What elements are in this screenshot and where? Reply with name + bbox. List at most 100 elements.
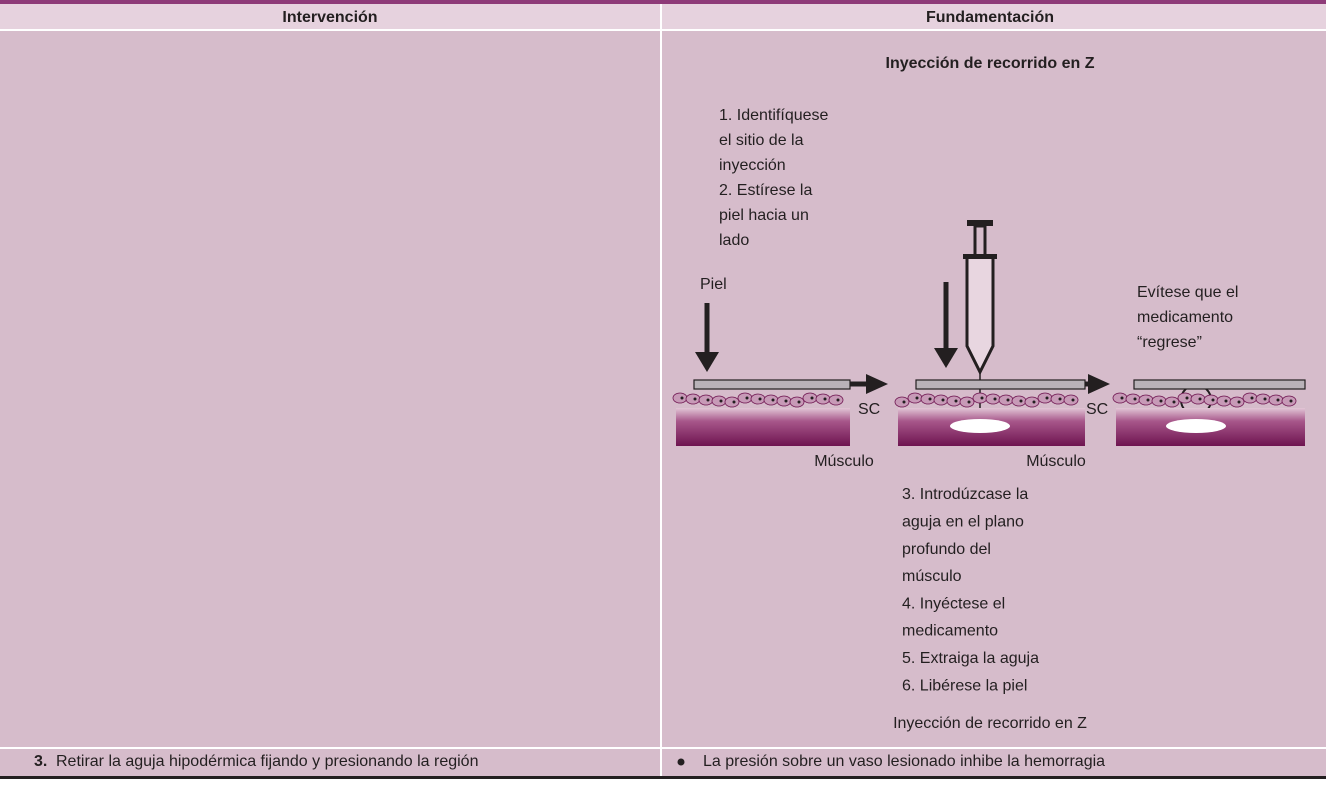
header-cell: Fundamentación bbox=[926, 9, 1054, 26]
nucleus bbox=[1146, 398, 1150, 402]
fat-cell bbox=[920, 393, 936, 405]
header-row bbox=[0, 4, 1326, 30]
nucleus bbox=[693, 397, 697, 401]
nucleus bbox=[1276, 398, 1280, 402]
step-line: 2. Estírese la bbox=[719, 182, 812, 199]
fat-cell bbox=[1281, 395, 1297, 407]
nucleus bbox=[1032, 400, 1036, 404]
caption: Inyección de recorrido en Z bbox=[893, 715, 1087, 732]
fat-cell bbox=[1229, 396, 1245, 408]
fat-cell bbox=[1138, 394, 1154, 406]
nucleus bbox=[706, 398, 710, 402]
step-line: lado bbox=[719, 232, 749, 249]
figure-title: Inyección de recorrido en Z bbox=[886, 55, 1095, 72]
fat-cell bbox=[685, 393, 701, 405]
step-line: medicamento bbox=[902, 623, 998, 640]
nucleus bbox=[1120, 396, 1124, 400]
nucleus bbox=[810, 396, 814, 400]
skin bbox=[693, 379, 851, 390]
fat-cell bbox=[1037, 392, 1053, 404]
fat-cell bbox=[894, 396, 910, 408]
note-line: Evítese que el bbox=[1137, 284, 1238, 301]
label: SC bbox=[1086, 401, 1108, 418]
step-line: 6. Libérese la piel bbox=[902, 677, 1027, 694]
note-line: medicamento bbox=[1137, 309, 1233, 326]
top-border bbox=[0, 0, 1326, 4]
step-line: 4. Inyéctese el bbox=[902, 595, 1005, 612]
fat-cell bbox=[763, 394, 779, 406]
fat-cell bbox=[972, 392, 988, 404]
fat-cell bbox=[1011, 395, 1027, 407]
fat-cell bbox=[737, 392, 753, 404]
note-line: “regrese” bbox=[1137, 334, 1202, 351]
nucleus bbox=[1250, 396, 1254, 400]
skin bbox=[915, 379, 1086, 390]
nucleus bbox=[1198, 397, 1202, 401]
step-line: 3. Introdúzcase la bbox=[902, 486, 1028, 503]
nucleus bbox=[797, 400, 801, 404]
nucleus bbox=[967, 400, 971, 404]
nucleus bbox=[784, 399, 788, 403]
fat-cell bbox=[1255, 393, 1271, 405]
nucleus bbox=[1185, 396, 1189, 400]
depot bbox=[950, 419, 1010, 433]
step-line: piel hacia un bbox=[719, 207, 809, 224]
nucleus bbox=[980, 396, 984, 400]
fat-cell bbox=[750, 393, 766, 405]
fat-cell bbox=[724, 396, 740, 408]
bottom-border bbox=[0, 776, 1326, 779]
nucleus bbox=[771, 398, 775, 402]
nucleus bbox=[1263, 397, 1267, 401]
row-number: 3. bbox=[34, 753, 47, 770]
nucleus bbox=[941, 398, 945, 402]
fat-cell bbox=[789, 396, 805, 408]
fat-cell bbox=[1177, 392, 1193, 404]
step-line: inyección bbox=[719, 157, 786, 174]
label: Músculo bbox=[1026, 453, 1086, 470]
nucleus bbox=[1019, 399, 1023, 403]
fat-cell bbox=[1050, 393, 1066, 405]
label: Piel bbox=[700, 276, 727, 293]
step-line: 1. Identifíquese bbox=[719, 107, 829, 124]
label: Músculo bbox=[814, 453, 874, 470]
fat-cell bbox=[907, 392, 923, 404]
fat-cell bbox=[1151, 395, 1167, 407]
nucleus bbox=[1289, 399, 1293, 403]
nucleus bbox=[915, 396, 919, 400]
body-rows bbox=[0, 30, 1326, 776]
label: SC bbox=[858, 401, 880, 418]
fat-cell bbox=[1112, 392, 1128, 404]
fat-cell bbox=[933, 394, 949, 406]
fat-cell bbox=[1203, 394, 1219, 406]
fat-cell bbox=[711, 395, 727, 407]
fat-cell bbox=[1242, 392, 1258, 404]
fat-cell bbox=[1268, 394, 1284, 406]
bullet bbox=[677, 758, 685, 766]
fat-cell bbox=[959, 396, 975, 408]
fat-cell bbox=[998, 394, 1014, 406]
nucleus bbox=[680, 396, 684, 400]
step-line: músculo bbox=[902, 568, 962, 585]
fat-cell bbox=[985, 393, 1001, 405]
nucleus bbox=[836, 398, 840, 402]
fat-cell bbox=[1125, 393, 1141, 405]
step-line: profundo del bbox=[902, 541, 991, 558]
nucleus bbox=[1133, 397, 1137, 401]
nucleus bbox=[902, 400, 906, 404]
cell-text: Retirar la aguja hipodérmica fijando y p… bbox=[56, 753, 478, 770]
nucleus bbox=[928, 397, 932, 401]
fat-cell bbox=[672, 392, 688, 404]
nucleus bbox=[1058, 397, 1062, 401]
fat-cell bbox=[802, 392, 818, 404]
fat-cell bbox=[828, 394, 844, 406]
step-line: 5. Extraiga la aguja bbox=[902, 650, 1039, 667]
nucleus bbox=[758, 397, 762, 401]
nucleus bbox=[732, 400, 736, 404]
fat-cell bbox=[1216, 395, 1232, 407]
nucleus bbox=[1006, 398, 1010, 402]
fat-cell bbox=[776, 395, 792, 407]
muscle bbox=[676, 408, 850, 446]
z-track-diagram bbox=[672, 220, 1306, 446]
